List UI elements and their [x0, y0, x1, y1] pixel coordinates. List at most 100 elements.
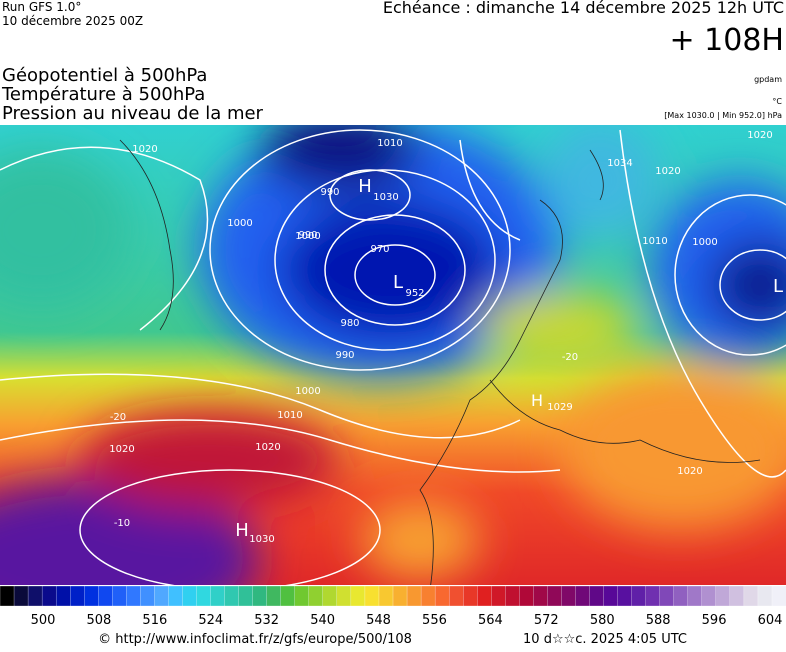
colorbar-cell — [252, 585, 268, 607]
colorbar-cell — [463, 585, 478, 607]
unit-label: [Max 1030.0 | Min 952.0] hPa — [664, 111, 782, 120]
map-label: 1020 — [677, 466, 702, 477]
colorbar-cell — [266, 585, 282, 607]
run-date: 10 décembre 2025 00Z — [2, 14, 143, 28]
source-url: © http://www.infoclimat.fr/z/gfs/europe/… — [98, 632, 412, 647]
unit-label: gpdam — [754, 75, 782, 84]
map-label: 980 — [340, 318, 359, 329]
field-label: Géopotentiel à 500hPa — [2, 65, 207, 86]
colorbar: 500 508 516 524 532 540 548 556 564 572 580 588 596 6… — [0, 585, 786, 628]
colorbar-tick-label: 556 — [422, 613, 447, 628]
colorbar-tick-label: 580 — [590, 613, 615, 628]
colorbar-tick-label: 564 — [478, 613, 503, 628]
isobars — [0, 129, 786, 585]
colorbar-cell — [140, 585, 156, 607]
map-label: 1020 — [109, 444, 134, 455]
colorbar-cell — [350, 585, 366, 607]
colorbar-tick-label: 604 — [758, 613, 783, 628]
map-label: 1034 — [607, 158, 632, 169]
map-label: H — [531, 391, 543, 410]
field-label: Température à 500hPa — [1, 84, 205, 105]
map-label: 990 — [298, 230, 317, 241]
map-label: H — [235, 520, 249, 541]
map-label: 990 — [320, 187, 339, 198]
colorbar-cell — [547, 585, 563, 607]
map: 10201010H10301000990970L9529809901000101… — [0, 125, 786, 585]
colorbar-cell — [182, 585, 198, 607]
map-label: 952 — [405, 288, 424, 299]
colorbar-cell — [645, 585, 661, 607]
map-label: 1030 — [249, 534, 274, 545]
colorbar-cell — [27, 585, 43, 607]
colorbar-cell — [533, 585, 549, 607]
map-label: 1020 — [255, 442, 280, 453]
map-label: 970 — [370, 244, 389, 255]
colorbar-tick-label: 516 — [142, 613, 167, 628]
colorbar-tick-label: 572 — [534, 613, 559, 628]
colorbar-cell — [701, 585, 717, 607]
colorbar-cell — [112, 585, 127, 607]
colorbar-cell — [126, 585, 142, 607]
colorbar-cell — [771, 585, 786, 607]
colorbar-cell — [603, 585, 619, 607]
colorbar-cell — [729, 585, 745, 607]
colorbar-cell — [673, 585, 689, 607]
colorbar-cell — [477, 585, 492, 607]
colorbar-cell — [13, 585, 29, 607]
field-label: Pression au niveau de la mer — [2, 103, 264, 124]
colorbar-cell — [308, 585, 324, 607]
colorbar-cell — [505, 585, 520, 607]
map-label: 1020 — [655, 166, 680, 177]
map-label: 1010 — [377, 138, 402, 149]
coastlines — [119, 139, 761, 585]
colorbar-cell — [364, 585, 380, 607]
colorbar-cell — [448, 585, 464, 607]
colorbar-cell — [196, 585, 212, 607]
colorbar-cell — [55, 585, 71, 607]
map-label: -10 — [114, 518, 130, 529]
colorbar-cell — [687, 585, 703, 607]
map-label: 1020 — [132, 144, 157, 155]
colorbar-tick-label: 500 — [31, 613, 56, 628]
colorbar-cell — [336, 585, 352, 607]
colorbar-cell — [294, 585, 310, 607]
colorbar-cell — [84, 585, 99, 607]
map-label: 1000 — [295, 386, 320, 397]
map-label: 1020 — [747, 130, 772, 141]
colorbar-cell — [378, 585, 394, 607]
colorbar-cell — [743, 585, 759, 607]
colorbar-cell — [238, 585, 254, 607]
colorbar-cell — [589, 585, 605, 607]
colorbar-cell — [224, 585, 240, 607]
map-label: 1010 — [277, 410, 302, 421]
colorbar-cell — [519, 585, 535, 607]
colorbar-cell — [406, 585, 422, 607]
colorbar-cell — [617, 585, 633, 607]
colorbar-cell — [70, 585, 85, 607]
colorbar-cell — [322, 585, 338, 607]
colorbar-cell — [154, 585, 170, 607]
colorbar-cell — [41, 585, 57, 607]
colorbar-cell — [420, 585, 436, 607]
map-label: L — [773, 276, 783, 297]
colorbar-cell — [561, 585, 577, 607]
map-label: 990 — [335, 350, 354, 361]
colorbar-tick-label: 548 — [366, 613, 391, 628]
colorbar-cell — [0, 585, 15, 607]
colorbar-cell — [168, 585, 184, 607]
colorbar-cell — [575, 585, 591, 607]
echeance: Echéance : dimanche 14 décembre 2025 12h… — [383, 0, 784, 17]
map-label: 1000 — [295, 231, 320, 242]
lead-time: + 108H — [670, 23, 785, 58]
map-label: 1030 — [373, 192, 398, 203]
colorbar-cell — [210, 585, 226, 607]
run-label: Run GFS 1.0° — [2, 0, 81, 14]
map-label: -20 — [110, 412, 126, 423]
colorbar-cell — [392, 585, 408, 607]
colorbar-cell — [491, 585, 506, 607]
map-label: 1000 — [692, 237, 717, 248]
colorbar-tick-label: 540 — [310, 613, 335, 628]
colorbar-cell — [434, 585, 450, 607]
colorbar-cell — [659, 585, 675, 607]
